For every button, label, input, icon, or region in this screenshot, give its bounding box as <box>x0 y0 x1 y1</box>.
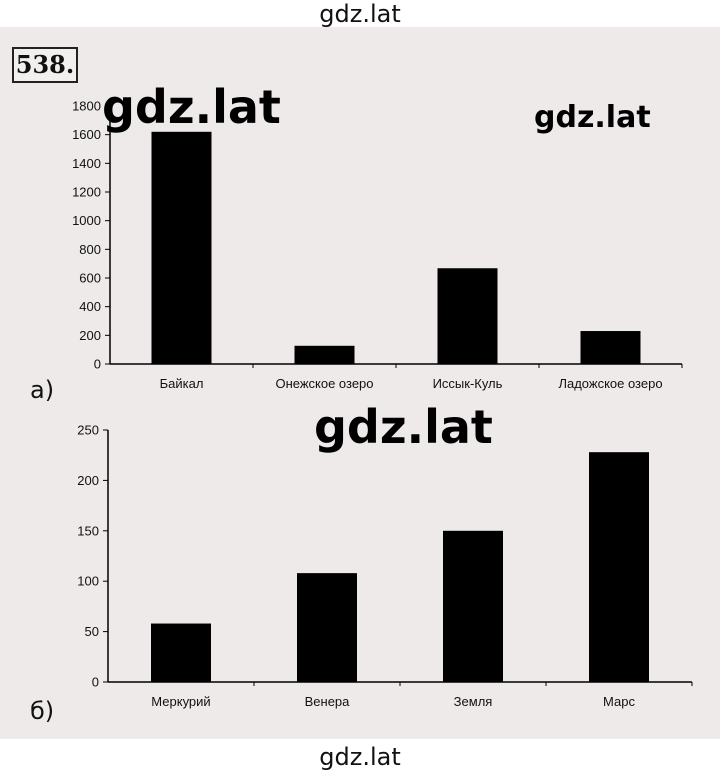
y-tick-label: 200 <box>77 473 99 488</box>
watermark-chart-a-small: gdz.lat <box>534 100 651 135</box>
x-tick-label: Онежское озеро <box>275 376 373 391</box>
y-tick-label: 1400 <box>72 156 101 171</box>
y-tick-label: 800 <box>79 242 101 257</box>
problem-number: 538. <box>12 47 78 83</box>
y-tick-label: 1800 <box>72 99 101 114</box>
x-tick-label: Венера <box>305 694 351 709</box>
y-tick-label: 1600 <box>72 127 101 142</box>
x-tick-label: Марс <box>603 694 635 709</box>
x-tick-label: Ладожское озеро <box>558 376 662 391</box>
watermark-top: gdz.lat <box>319 0 401 28</box>
bar <box>437 268 498 364</box>
panel-label-a: а) <box>30 376 55 404</box>
bar <box>151 131 212 364</box>
bar <box>580 331 641 364</box>
watermark-bottom: gdz.lat <box>319 743 401 771</box>
y-tick-label: 250 <box>77 423 99 438</box>
x-tick-label: Байкал <box>160 376 204 391</box>
bar <box>443 530 503 682</box>
watermark-chart-a-large: gdz.lat <box>102 80 281 134</box>
watermark-middle: gdz.lat <box>314 400 493 454</box>
bar <box>294 345 355 364</box>
y-tick-label: 600 <box>79 271 101 286</box>
x-tick-label: Земля <box>454 694 493 709</box>
y-tick-label: 150 <box>77 523 99 538</box>
panel-label-b: б) <box>30 697 55 725</box>
y-tick-label: 0 <box>92 675 99 690</box>
y-tick-label: 200 <box>79 328 101 343</box>
y-tick-label: 400 <box>79 299 101 314</box>
y-tick-label: 1200 <box>72 185 101 200</box>
x-tick-label: Иссык-Куль <box>433 376 503 391</box>
y-tick-label: 100 <box>77 574 99 589</box>
y-tick-label: 0 <box>94 357 101 372</box>
bar <box>297 573 357 682</box>
x-tick-label: Меркурий <box>151 694 210 709</box>
bar <box>589 452 649 682</box>
bar <box>151 623 211 682</box>
y-tick-label: 50 <box>85 624 99 639</box>
y-tick-label: 1000 <box>72 213 101 228</box>
